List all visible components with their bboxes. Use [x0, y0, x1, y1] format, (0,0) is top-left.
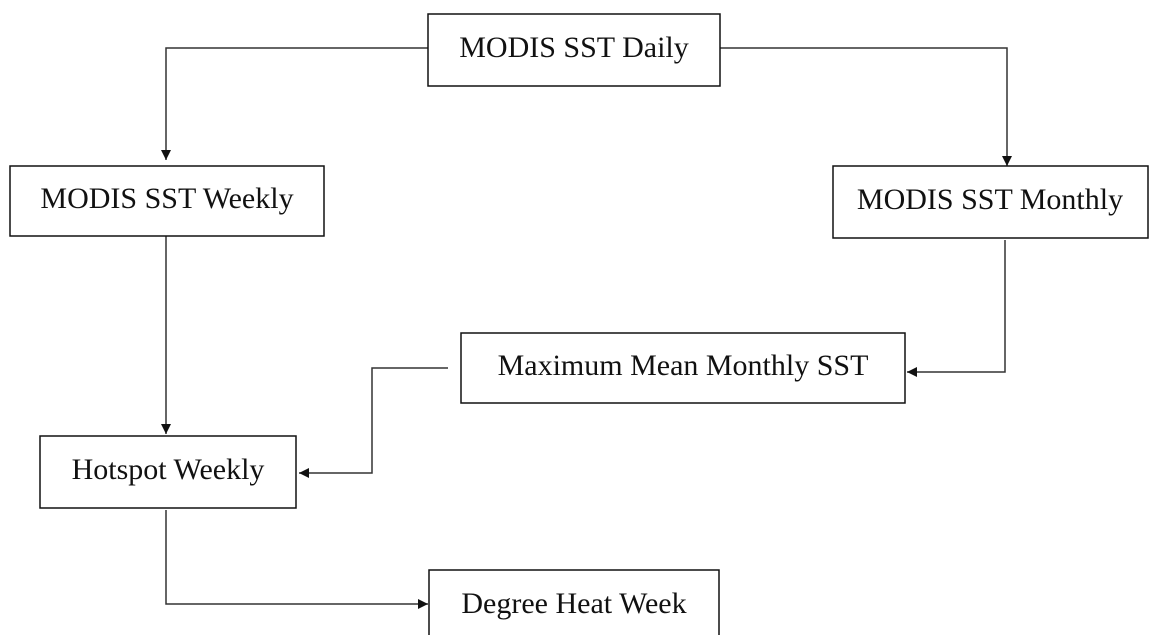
node-box	[460, 332, 906, 404]
node-label: MODIS SST Monthly	[857, 183, 1123, 216]
node-box	[39, 435, 297, 509]
node-box	[427, 13, 721, 87]
node-box	[9, 165, 325, 237]
arrow	[720, 47, 1012, 166]
node-label: MODIS SST Weekly	[40, 182, 293, 215]
node-label: MODIS SST Daily	[459, 31, 688, 64]
node-box	[428, 569, 720, 640]
arrow	[165, 510, 428, 609]
arrow	[161, 47, 428, 160]
node-label: Maximum Mean Monthly SST	[498, 349, 869, 382]
node-label: Hotspot Weekly	[72, 453, 265, 486]
node-label: Degree Heat Week	[461, 587, 686, 620]
arrow	[907, 240, 1006, 377]
node-box	[832, 165, 1149, 239]
arrow	[299, 367, 448, 478]
